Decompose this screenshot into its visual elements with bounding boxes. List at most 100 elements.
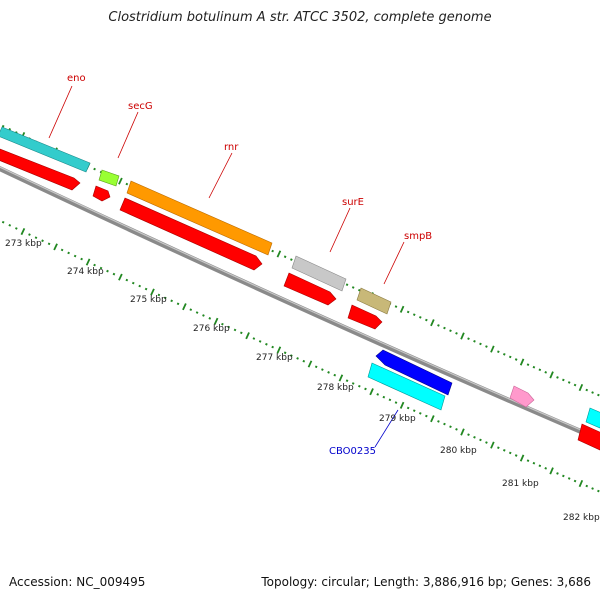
scale-minor-tick bbox=[358, 288, 361, 292]
scale-minor-tick bbox=[15, 227, 18, 230]
scale-minor-tick bbox=[60, 248, 64, 252]
scale-minor-tick bbox=[497, 446, 500, 450]
scale-minor-tick bbox=[544, 371, 548, 374]
scale-minor-tick bbox=[67, 251, 70, 255]
scale-minor-tick bbox=[412, 313, 416, 316]
scale-minor-tick bbox=[8, 224, 12, 227]
scale-minor-tick bbox=[333, 373, 337, 377]
scale-minor-tick bbox=[567, 477, 571, 480]
scale-minor-tick bbox=[473, 435, 476, 439]
feature-right-edge[interactable] bbox=[577, 407, 600, 451]
scale-major-tick bbox=[460, 332, 465, 340]
feature-cbo0235[interactable] bbox=[367, 362, 446, 411]
topology-summary: Topology: circular; Length: 3,886,916 bp… bbox=[261, 575, 591, 589]
scale-minor-tick bbox=[202, 314, 205, 317]
tick-label: 280 kbp bbox=[440, 446, 477, 456]
scale-minor-tick bbox=[345, 379, 349, 383]
scale-minor-tick bbox=[28, 233, 31, 236]
scale-minor-tick bbox=[556, 376, 559, 379]
gene-label-cbo0235: CBO0235 bbox=[329, 446, 376, 457]
tick-label: 277 kbp bbox=[256, 353, 293, 363]
scale-minor-tick bbox=[526, 363, 530, 366]
gene-label-rnr: rnr bbox=[224, 142, 239, 153]
scale-major-tick bbox=[490, 345, 495, 353]
feature-rnr[interactable] bbox=[119, 180, 273, 271]
scale-minor-tick bbox=[508, 355, 512, 359]
scale-major-tick bbox=[338, 374, 344, 382]
scale-minor-tick bbox=[443, 326, 446, 330]
scale-minor-tick bbox=[532, 461, 536, 465]
scale-major-tick bbox=[399, 401, 405, 409]
scale-minor-tick bbox=[526, 459, 530, 462]
scale-minor-tick bbox=[437, 324, 440, 327]
tick-label: 281 kbp bbox=[502, 479, 539, 489]
scale-minor-tick bbox=[443, 422, 446, 426]
feature-surE[interactable] bbox=[283, 255, 347, 306]
scale-minor-tick bbox=[585, 388, 589, 392]
scale-major-tick bbox=[85, 258, 91, 266]
tick-label: 276 kbp bbox=[193, 324, 230, 334]
scale-minor-tick bbox=[283, 255, 287, 259]
scale-minor-tick bbox=[290, 354, 293, 357]
scale-minor-tick bbox=[538, 464, 542, 468]
scale-minor-tick bbox=[585, 484, 589, 488]
scale-minor-tick bbox=[221, 322, 224, 326]
scale-major-tick bbox=[578, 479, 584, 488]
scale-minor-tick bbox=[562, 474, 565, 478]
scale-minor-tick bbox=[467, 337, 470, 340]
scale-major-tick bbox=[549, 371, 554, 379]
scale-minor-tick bbox=[265, 342, 268, 346]
scale-minor-tick bbox=[1, 124, 5, 128]
scale-major-tick bbox=[20, 227, 26, 236]
scale-minor-tick bbox=[485, 441, 488, 444]
scale-major-tick bbox=[369, 388, 374, 396]
scale-major-tick bbox=[519, 358, 525, 366]
feature-smpB[interactable] bbox=[347, 287, 392, 330]
scale-minor-tick bbox=[382, 395, 386, 399]
scale-minor-tick bbox=[345, 283, 349, 287]
scale-minor-tick bbox=[502, 449, 506, 452]
scale-major-tick bbox=[118, 177, 123, 185]
gene-label-surE: surE bbox=[342, 197, 364, 208]
scale-minor-tick bbox=[358, 384, 361, 388]
scale-major-tick bbox=[182, 303, 187, 311]
scale-minor-tick bbox=[562, 378, 565, 382]
scale-minor-tick bbox=[125, 278, 129, 282]
scale-minor-tick bbox=[138, 284, 142, 288]
scale-minor-tick bbox=[364, 387, 367, 391]
scale-major-tick bbox=[578, 383, 584, 392]
tick-label: 278 kbp bbox=[317, 383, 354, 393]
scale-minor-tick bbox=[412, 409, 416, 412]
scale-minor-tick bbox=[99, 266, 103, 270]
scale-minor-tick bbox=[388, 398, 392, 402]
scale-minor-tick bbox=[189, 308, 193, 311]
scale-major-tick bbox=[430, 415, 435, 423]
scale-major-tick bbox=[118, 273, 123, 281]
scale-minor-tick bbox=[131, 281, 135, 285]
feature-pink-cds[interactable] bbox=[509, 385, 535, 408]
scale-minor-tick bbox=[591, 487, 594, 490]
scale-minor-tick bbox=[394, 305, 398, 308]
scale-minor-tick bbox=[73, 254, 77, 258]
scale-minor-tick bbox=[597, 393, 600, 397]
scale-major-tick bbox=[276, 250, 282, 258]
scale-major-tick bbox=[460, 428, 465, 436]
scale-minor-tick bbox=[93, 263, 96, 267]
scale-minor-tick bbox=[418, 412, 422, 415]
scale-minor-tick bbox=[573, 479, 577, 483]
feature-secG[interactable] bbox=[92, 169, 120, 202]
scale-major-tick bbox=[150, 288, 155, 296]
feature-eno[interactable] bbox=[0, 126, 91, 191]
scale-minor-tick bbox=[449, 329, 452, 333]
scale-minor-tick bbox=[544, 467, 548, 470]
scale-minor-tick bbox=[455, 332, 458, 335]
scale-minor-tick bbox=[497, 350, 500, 354]
scale-major-tick bbox=[549, 467, 554, 475]
scale-minor-tick bbox=[93, 167, 96, 171]
scale-minor-tick bbox=[271, 345, 274, 349]
feature-blue-cds[interactable] bbox=[375, 349, 453, 396]
scale-minor-tick bbox=[283, 351, 287, 355]
scale-minor-tick bbox=[327, 371, 330, 374]
scale-minor-tick bbox=[271, 249, 274, 253]
